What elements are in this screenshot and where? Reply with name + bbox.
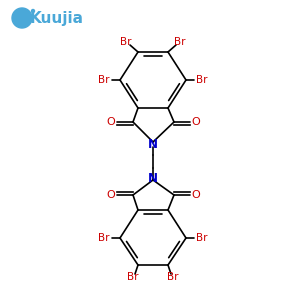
Text: Br: Br <box>196 233 208 243</box>
Text: O: O <box>106 190 116 200</box>
Text: O: O <box>192 190 200 200</box>
Text: Br: Br <box>127 272 139 282</box>
Text: N: N <box>148 172 158 184</box>
Text: Br: Br <box>167 272 179 282</box>
Text: K: K <box>17 11 27 25</box>
Text: Br: Br <box>174 37 186 47</box>
Text: Kuujia: Kuujia <box>30 11 84 26</box>
Text: O: O <box>106 117 116 127</box>
Circle shape <box>12 8 32 28</box>
Circle shape <box>32 10 34 13</box>
Text: Br: Br <box>120 37 132 47</box>
Text: Br: Br <box>98 233 110 243</box>
Text: N: N <box>148 137 158 151</box>
Text: Br: Br <box>196 75 208 85</box>
Text: Br: Br <box>98 75 110 85</box>
Text: O: O <box>192 117 200 127</box>
